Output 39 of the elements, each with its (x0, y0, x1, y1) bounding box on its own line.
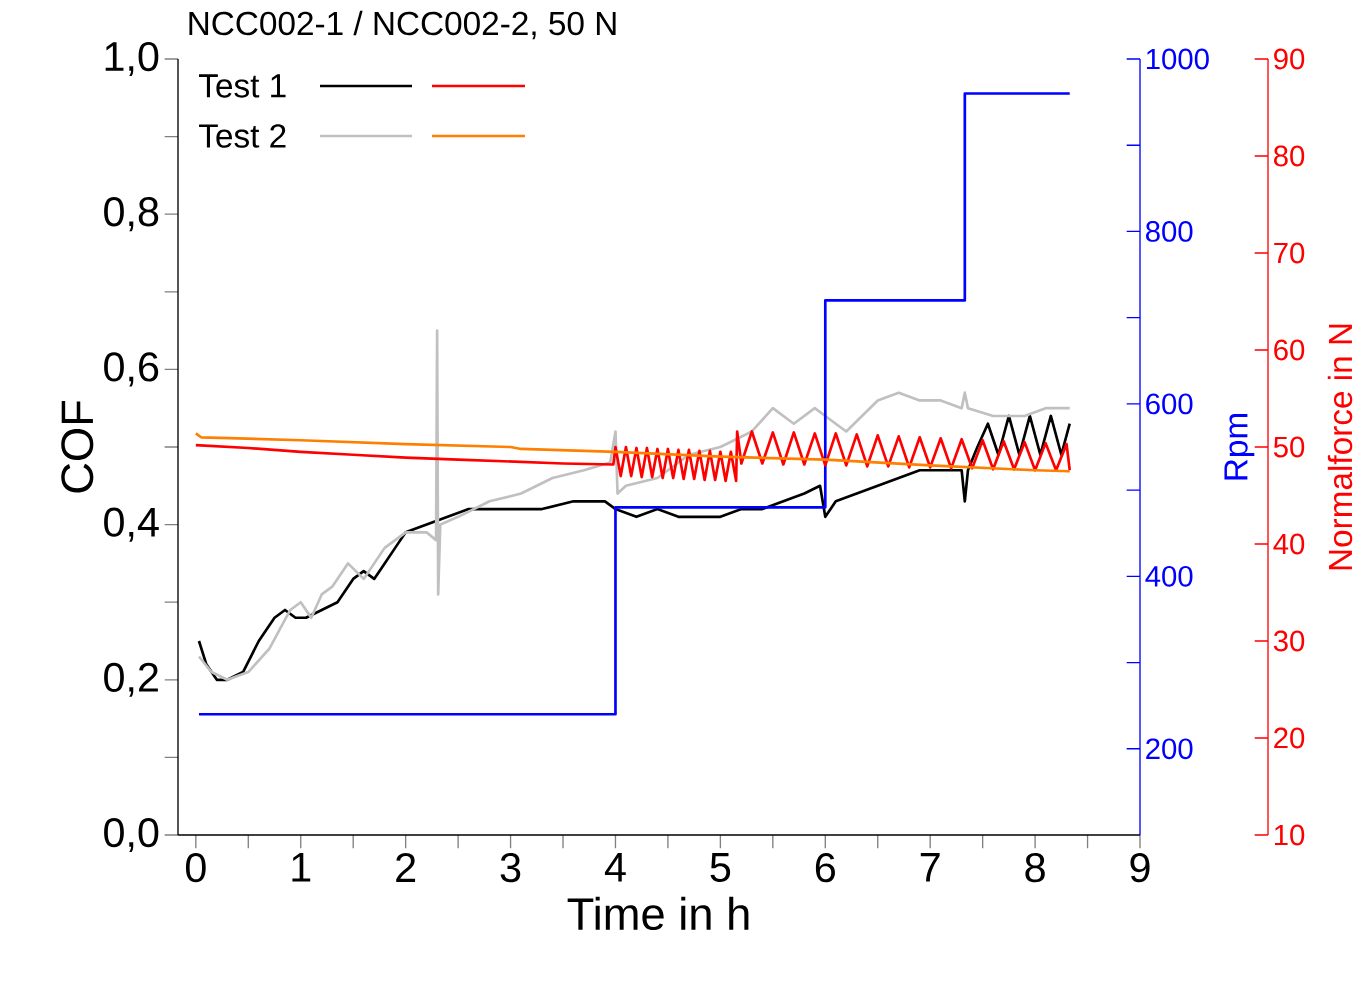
y-tick-label: 0,2 (104, 662, 158, 697)
y3-tick-label: 10 (1274, 824, 1305, 846)
y2-tick-label: 800 (1146, 221, 1193, 242)
x-tick-label: 3 (500, 853, 521, 883)
y3-tick-label: 30 (1273, 630, 1305, 652)
y-tick-label: 0,0 (104, 817, 159, 853)
y2-tick-label: 200 (1146, 738, 1193, 760)
y-tick-label: 0,8 (104, 197, 159, 232)
x-tick-label: 9 (1130, 853, 1150, 883)
x-tick-label: 2 (396, 853, 416, 882)
y3-tick-label: 60 (1274, 339, 1305, 361)
y-axis-title: COF (61, 400, 94, 493)
y3-tick-label: 90 (1274, 48, 1305, 70)
y3-tick-label: 40 (1273, 533, 1305, 555)
x-tick-label: 8 (1025, 853, 1045, 883)
legend-label: Test 2 (199, 124, 286, 148)
y-tick-label: 1,0 (105, 41, 159, 77)
y-tick-label: 0,4 (104, 507, 159, 542)
legend-label: Test 1 (199, 74, 286, 98)
y3-tick-label: 50 (1273, 436, 1305, 458)
line-series (197, 329, 1072, 682)
y3-axis-title: Normalforce in N (1327, 324, 1353, 570)
y2-tick-label: 600 (1146, 393, 1193, 415)
x-tick-label: 6 (815, 853, 835, 883)
y3-tick-label: 20 (1274, 727, 1305, 749)
x-tick-label: 5 (710, 853, 731, 882)
line-series (194, 432, 1072, 473)
y2-tick-label: 400 (1145, 565, 1193, 587)
y3-tick-label: 70 (1274, 242, 1305, 264)
x-axis-title: Time in h (567, 896, 749, 931)
y3-tick-label: 80 (1274, 145, 1305, 167)
chart-title: NCC002-1 / NCC002-2, 50 N (189, 10, 616, 40)
x-tick-label: 1 (292, 853, 311, 882)
y-tick-label: 0,6 (104, 352, 159, 387)
x-tick-label: 0 (185, 853, 206, 883)
x-tick-label: 4 (604, 853, 626, 882)
x-tick-label: 7 (920, 853, 940, 882)
y2-tick-label: 1000 (1146, 48, 1209, 70)
y2-axis-title: Rpm (1224, 414, 1255, 480)
